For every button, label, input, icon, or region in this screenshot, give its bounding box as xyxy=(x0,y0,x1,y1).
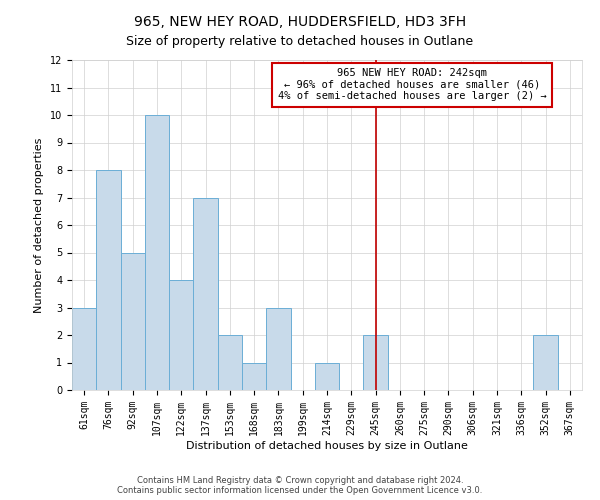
Bar xyxy=(145,115,169,390)
Bar xyxy=(315,362,339,390)
Bar xyxy=(242,362,266,390)
Bar xyxy=(218,335,242,390)
Bar xyxy=(72,308,96,390)
Bar xyxy=(266,308,290,390)
Text: 965 NEW HEY ROAD: 242sqm
← 96% of detached houses are smaller (46)
4% of semi-de: 965 NEW HEY ROAD: 242sqm ← 96% of detach… xyxy=(278,68,547,102)
Bar xyxy=(193,198,218,390)
Text: Size of property relative to detached houses in Outlane: Size of property relative to detached ho… xyxy=(127,35,473,48)
X-axis label: Distribution of detached houses by size in Outlane: Distribution of detached houses by size … xyxy=(186,440,468,450)
Y-axis label: Number of detached properties: Number of detached properties xyxy=(34,138,44,312)
Text: Contains HM Land Registry data © Crown copyright and database right 2024.
Contai: Contains HM Land Registry data © Crown c… xyxy=(118,476,482,495)
Bar xyxy=(121,252,145,390)
Bar xyxy=(364,335,388,390)
Bar xyxy=(96,170,121,390)
Bar xyxy=(169,280,193,390)
Bar xyxy=(533,335,558,390)
Text: 965, NEW HEY ROAD, HUDDERSFIELD, HD3 3FH: 965, NEW HEY ROAD, HUDDERSFIELD, HD3 3FH xyxy=(134,15,466,29)
